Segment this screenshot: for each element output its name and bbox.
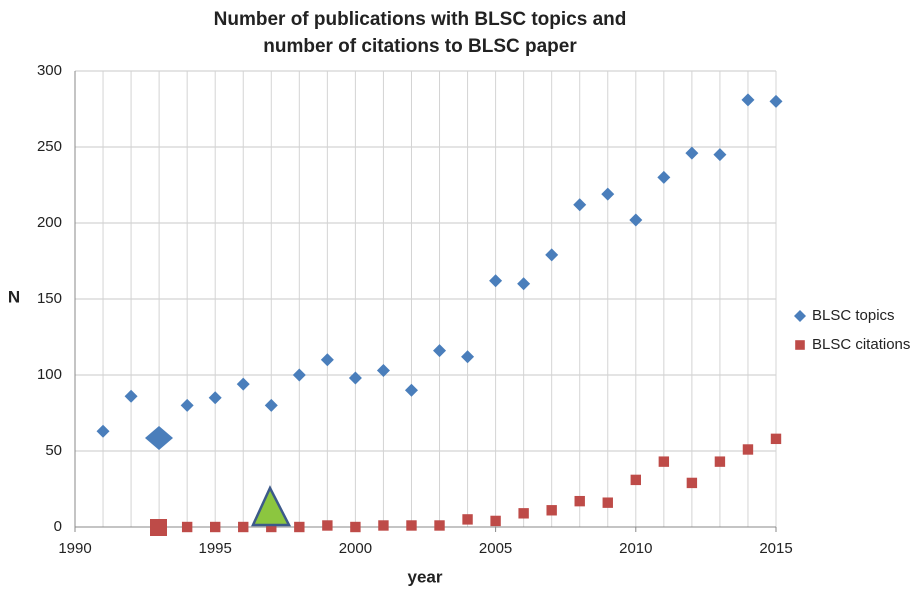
point — [266, 521, 277, 533]
y-tick-label: 0 — [54, 518, 62, 535]
y-tick-label: 100 — [37, 366, 62, 383]
point — [490, 515, 501, 527]
x-tick-label: 1995 — [199, 540, 232, 557]
x-tick-label: 2005 — [479, 540, 512, 557]
legend-marker — [794, 310, 806, 322]
highlight-square — [150, 519, 167, 536]
y-tick-label: 250 — [37, 138, 62, 155]
annotation-triangle — [251, 485, 292, 527]
point — [322, 520, 333, 531]
legend-label: BLSC topics — [812, 307, 895, 324]
point — [320, 353, 334, 367]
point — [434, 520, 445, 531]
point — [348, 371, 362, 385]
grid — [74, 70, 777, 532]
point — [124, 389, 138, 403]
point — [433, 344, 447, 358]
point — [517, 277, 531, 291]
point — [546, 505, 557, 516]
chart-title: number of citations to BLSC paper — [263, 36, 577, 57]
point — [264, 398, 278, 412]
x-tick-label: 1990 — [58, 540, 91, 557]
chart-title: Number of publications with BLSC topics … — [214, 9, 627, 30]
y-tick-label: 50 — [45, 442, 62, 459]
point — [210, 521, 221, 533]
legend-label: BLSC citations — [812, 336, 910, 353]
y-axis-label: N — [8, 287, 20, 306]
highlight-diamond — [145, 426, 173, 450]
point — [294, 521, 305, 533]
point — [292, 368, 306, 382]
point — [629, 213, 643, 227]
x-tick-label: 2015 — [759, 540, 792, 557]
point — [686, 477, 698, 489]
legend-marker — [795, 340, 805, 350]
y-tick-label: 300 — [37, 62, 62, 79]
point — [574, 495, 585, 507]
point — [769, 94, 783, 108]
y-tick-label: 150 — [37, 290, 62, 307]
x-axis-label: year — [408, 567, 443, 586]
point — [601, 187, 615, 201]
x-tick-label: 2010 — [619, 540, 652, 557]
x-tick-label: 2000 — [339, 540, 372, 557]
point — [236, 377, 250, 391]
point — [770, 433, 782, 445]
point — [657, 170, 671, 184]
y-tick-label: 200 — [37, 214, 62, 231]
point — [658, 456, 670, 467]
point — [404, 383, 418, 397]
point — [376, 363, 390, 377]
point — [238, 521, 249, 533]
point — [545, 248, 559, 262]
point — [96, 424, 110, 438]
point — [685, 146, 699, 160]
point — [741, 93, 755, 107]
point — [181, 521, 193, 533]
point — [713, 148, 727, 162]
point — [742, 444, 754, 455]
point — [406, 520, 417, 531]
point — [378, 520, 389, 531]
point — [714, 456, 726, 467]
point — [573, 198, 587, 212]
point — [602, 497, 613, 508]
point — [630, 474, 641, 486]
point — [462, 514, 473, 525]
point — [518, 508, 529, 519]
point — [350, 521, 361, 533]
point — [489, 274, 503, 288]
point — [180, 398, 194, 412]
point — [208, 391, 222, 405]
point — [461, 350, 475, 364]
